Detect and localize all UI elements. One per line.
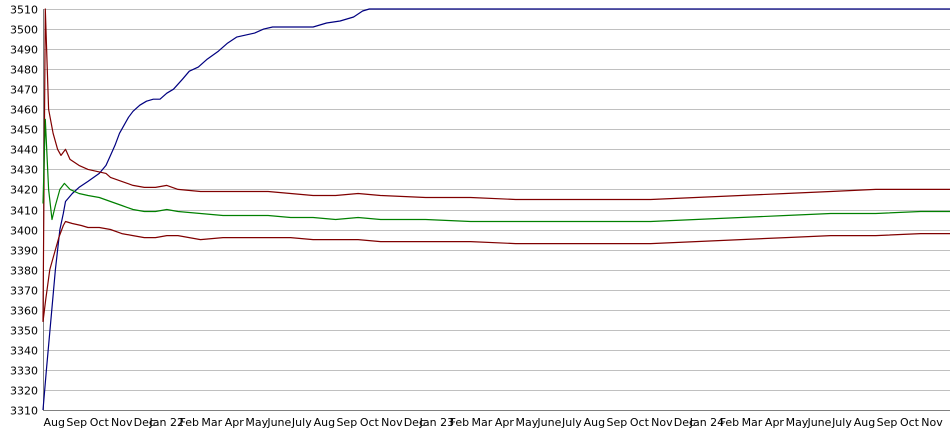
y-tick-label: 3420	[10, 184, 38, 197]
x-tick-label: Aug	[314, 416, 335, 429]
x-tick-label: Aug	[44, 416, 65, 429]
series-line-3	[42, 220, 950, 322]
x-tick-label: Dec	[134, 416, 155, 429]
x-tick-label: Feb	[450, 416, 469, 429]
x-tick-label: Apr	[765, 416, 785, 429]
x-tick-label: Jan 22	[149, 416, 184, 429]
y-tick-label: 3470	[10, 84, 38, 97]
x-tick-label: Nov	[381, 416, 403, 429]
x-tick-label: June	[806, 416, 831, 429]
x-tick-label: July	[831, 416, 852, 429]
x-tick-label: Sep	[66, 416, 87, 429]
y-tick-label: 3360	[10, 305, 38, 318]
x-tick-label: Mar	[471, 416, 492, 429]
x-tick-label: Dec	[674, 416, 695, 429]
x-tick-label: Jan 24	[689, 416, 724, 429]
series-line-1	[42, 8, 950, 411]
x-tick-label: Aug	[584, 416, 605, 429]
x-tick-label: Sep	[336, 416, 357, 429]
y-tick-label: 3480	[10, 64, 38, 77]
y-tick-label: 3500	[10, 24, 38, 37]
x-tick-label: Sep	[607, 416, 628, 429]
y-tick-label: 3350	[10, 325, 38, 338]
y-tick-label: 3490	[10, 44, 38, 57]
gridlines	[43, 9, 950, 411]
x-tick-label: June	[536, 416, 561, 429]
x-tick-label: May	[786, 416, 809, 429]
y-tick-label: 3510	[10, 4, 38, 17]
y-tick-label: 3370	[10, 285, 38, 298]
y-tick-label: 3400	[10, 225, 38, 238]
x-tick-label: July	[561, 416, 582, 429]
x-tick-label: Nov	[111, 416, 133, 429]
x-tick-label: Aug	[854, 416, 875, 429]
x-tick-label: Nov	[921, 416, 943, 429]
x-tick-label: June	[266, 416, 291, 429]
x-tick-label: Dec	[404, 416, 425, 429]
series-line-2	[42, 8, 950, 322]
series-line-4	[42, 118, 950, 223]
x-tick-label: Sep	[877, 416, 898, 429]
series-lines	[42, 8, 950, 411]
y-tick-label: 3330	[10, 365, 38, 378]
x-tick-label: Mar	[201, 416, 222, 429]
y-tick-label: 3450	[10, 124, 38, 137]
x-tick-label: May	[245, 416, 268, 429]
y-tick-labels: 3310 3320 3330 3340 3350 3360 3370 3380 3390 3400…	[10, 4, 38, 418]
x-tick-label: Oct	[90, 416, 110, 429]
y-tick-label: 3310	[10, 405, 38, 418]
x-tick-label: July	[291, 416, 312, 429]
x-tick-label: Apr	[495, 416, 515, 429]
x-tick-label: Feb	[180, 416, 199, 429]
x-tick-label: May	[516, 416, 539, 429]
y-tick-label: 3320	[10, 385, 38, 398]
y-tick-label: 3340	[10, 345, 38, 358]
y-tick-label: 3440	[10, 144, 38, 157]
x-tick-label: Apr	[225, 416, 245, 429]
y-tick-label: 3410	[10, 205, 38, 218]
y-tick-label: 3380	[10, 265, 38, 278]
x-tick-label: Jan 23	[419, 416, 454, 429]
x-tick-label: Mar	[742, 416, 763, 429]
x-tick-label: Feb	[720, 416, 739, 429]
x-tick-label: Oct	[900, 416, 920, 429]
y-tick-label: 3390	[10, 245, 38, 258]
y-tick-label: 3430	[10, 164, 38, 177]
y-tick-label: 3460	[10, 104, 38, 117]
x-tick-label: Oct	[360, 416, 380, 429]
x-tick-label: Nov	[651, 416, 673, 429]
x-tick-label: Oct	[630, 416, 650, 429]
